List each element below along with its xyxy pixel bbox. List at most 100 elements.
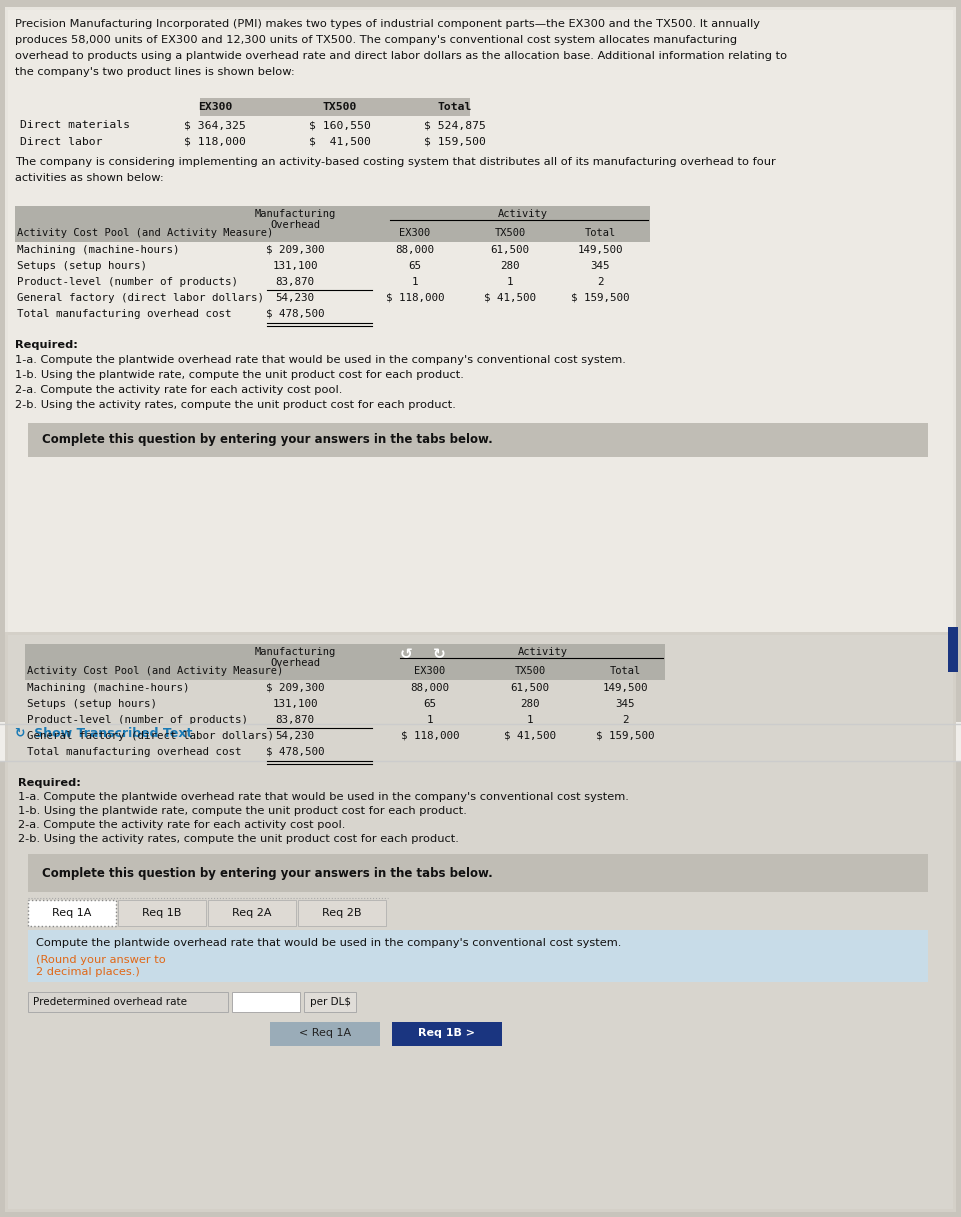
Bar <box>304 992 356 1013</box>
Text: ↻: ↻ <box>432 647 445 662</box>
Text: $ 118,000: $ 118,000 <box>185 138 246 147</box>
Text: 345: 345 <box>590 260 609 271</box>
Text: 1-a. Compute the plantwide overhead rate that would be used in the company's con: 1-a. Compute the plantwide overhead rate… <box>15 355 626 365</box>
Text: The company is considering implementing an activity-based costing system that di: The company is considering implementing … <box>15 157 776 167</box>
Text: Activity Cost Pool (and Activity Measure): Activity Cost Pool (and Activity Measure… <box>27 666 283 675</box>
Text: TX500: TX500 <box>514 666 546 675</box>
Text: Req 2A: Req 2A <box>233 908 272 918</box>
Text: 149,500: 149,500 <box>578 245 623 256</box>
Text: activities as shown below:: activities as shown below: <box>15 173 163 183</box>
Text: 61,500: 61,500 <box>490 245 530 256</box>
Text: Overhead: Overhead <box>270 220 320 230</box>
Bar <box>28 930 928 982</box>
Text: Total: Total <box>584 228 616 239</box>
Text: EX300: EX300 <box>400 228 431 239</box>
Text: 280: 280 <box>520 699 540 710</box>
Text: 280: 280 <box>501 260 520 271</box>
Text: Req 2B: Req 2B <box>322 908 361 918</box>
Text: 1-b. Using the plantwide rate, compute the unit product cost for each product.: 1-b. Using the plantwide rate, compute t… <box>15 370 464 380</box>
Bar <box>0 722 961 762</box>
Text: Total manufacturing overhead cost: Total manufacturing overhead cost <box>17 309 232 319</box>
Text: 65: 65 <box>408 260 422 271</box>
Text: Overhead: Overhead <box>270 658 320 668</box>
Text: $ 478,500: $ 478,500 <box>266 747 324 757</box>
Text: Total manufacturing overhead cost: Total manufacturing overhead cost <box>27 747 241 757</box>
Text: (Round your answer to
2 decimal places.): (Round your answer to 2 decimal places.) <box>36 955 165 976</box>
Text: Machining (machine-hours): Machining (machine-hours) <box>27 683 189 692</box>
Bar <box>392 1022 502 1045</box>
Text: Activity: Activity <box>518 647 568 657</box>
Text: 88,000: 88,000 <box>396 245 434 256</box>
Text: $ 159,500: $ 159,500 <box>596 731 654 741</box>
Text: 1: 1 <box>527 716 533 725</box>
Text: Total: Total <box>609 666 641 675</box>
Text: EX300: EX300 <box>414 666 446 675</box>
Text: Manufacturing: Manufacturing <box>255 209 335 219</box>
Text: Product-level (number of products): Product-level (number of products) <box>27 716 248 725</box>
Bar <box>393 644 419 668</box>
Text: 1: 1 <box>506 277 513 287</box>
Bar <box>28 424 928 458</box>
Text: $ 118,000: $ 118,000 <box>401 731 459 741</box>
Bar <box>270 1022 380 1045</box>
Text: 88,000: 88,000 <box>410 683 450 692</box>
Text: $ 118,000: $ 118,000 <box>385 293 444 303</box>
Text: Setups (setup hours): Setups (setup hours) <box>17 260 147 271</box>
Text: 2-a. Compute the activity rate for each activity cost pool.: 2-a. Compute the activity rate for each … <box>15 385 342 396</box>
Text: 2-b. Using the activity rates, compute the unit product cost for each product.: 2-b. Using the activity rates, compute t… <box>15 400 456 410</box>
Text: General factory (direct labor dollars): General factory (direct labor dollars) <box>17 293 264 303</box>
Text: Machining (machine-hours): Machining (machine-hours) <box>17 245 180 256</box>
Text: Compute the plantwide overhead rate that would be used in the company's conventi: Compute the plantwide overhead rate that… <box>36 938 622 948</box>
Text: 1: 1 <box>411 277 418 287</box>
Text: 131,100: 131,100 <box>272 260 318 271</box>
Text: 83,870: 83,870 <box>276 716 314 725</box>
Text: Product-level (number of products): Product-level (number of products) <box>17 277 238 287</box>
Text: 345: 345 <box>615 699 635 710</box>
Text: Complete this question by entering your answers in the tabs below.: Complete this question by entering your … <box>42 433 493 447</box>
Text: $ 209,300: $ 209,300 <box>266 683 324 692</box>
Text: Req 1B: Req 1B <box>142 908 182 918</box>
Text: $ 41,500: $ 41,500 <box>484 293 536 303</box>
Text: ↺: ↺ <box>400 647 412 662</box>
Bar <box>5 7 956 748</box>
Text: overhead to products using a plantwide overhead rate and direct labor dollars as: overhead to products using a plantwide o… <box>15 51 787 61</box>
Bar <box>118 901 206 926</box>
Bar <box>25 644 665 680</box>
Bar <box>200 99 470 116</box>
Text: $ 209,300: $ 209,300 <box>266 245 324 256</box>
Text: 54,230: 54,230 <box>276 293 314 303</box>
Text: Complete this question by entering your answers in the tabs below.: Complete this question by entering your … <box>42 867 493 880</box>
Text: 2-b. Using the activity rates, compute the unit product cost for each product.: 2-b. Using the activity rates, compute t… <box>18 834 458 845</box>
Text: ↻  Show Transcribed Text: ↻ Show Transcribed Text <box>15 727 192 740</box>
Bar <box>28 992 228 1013</box>
Text: produces 58,000 units of EX300 and 12,300 units of TX500. The company's conventi: produces 58,000 units of EX300 and 12,30… <box>15 35 737 45</box>
Text: Required:: Required: <box>18 778 81 787</box>
Bar <box>232 992 300 1013</box>
Bar <box>5 632 956 1212</box>
Text: EX300: EX300 <box>198 102 233 112</box>
Text: 1: 1 <box>427 716 433 725</box>
Text: $ 159,500: $ 159,500 <box>571 293 629 303</box>
Text: 1-a. Compute the plantwide overhead rate that would be used in the company's con: 1-a. Compute the plantwide overhead rate… <box>18 792 628 802</box>
Text: $ 478,500: $ 478,500 <box>266 309 324 319</box>
Text: 2: 2 <box>597 277 604 287</box>
Text: per DL$: per DL$ <box>309 997 351 1006</box>
Text: Precision Manufacturing Incorporated (PMI) makes two types of industrial compone: Precision Manufacturing Incorporated (PM… <box>15 19 760 29</box>
Text: Predetermined overhead rate: Predetermined overhead rate <box>33 997 187 1006</box>
Bar <box>8 10 953 746</box>
Bar <box>298 901 386 926</box>
Text: 131,100: 131,100 <box>272 699 318 710</box>
Text: $  41,500: $ 41,500 <box>309 138 371 147</box>
Bar <box>426 644 452 668</box>
Text: Req 1B >: Req 1B > <box>418 1028 476 1038</box>
Text: the company's two product lines is shown below:: the company's two product lines is shown… <box>15 67 295 77</box>
Text: Required:: Required: <box>15 340 78 350</box>
Text: $ 41,500: $ 41,500 <box>504 731 556 741</box>
Text: Activity Cost Pool (and Activity Measure): Activity Cost Pool (and Activity Measure… <box>17 228 273 239</box>
Bar <box>8 635 953 1208</box>
Text: 1-b. Using the plantwide rate, compute the unit product cost for each product.: 1-b. Using the plantwide rate, compute t… <box>18 806 467 817</box>
Text: 83,870: 83,870 <box>276 277 314 287</box>
Text: TX500: TX500 <box>494 228 526 239</box>
Text: Direct materials: Direct materials <box>20 120 130 130</box>
Bar <box>208 901 296 926</box>
